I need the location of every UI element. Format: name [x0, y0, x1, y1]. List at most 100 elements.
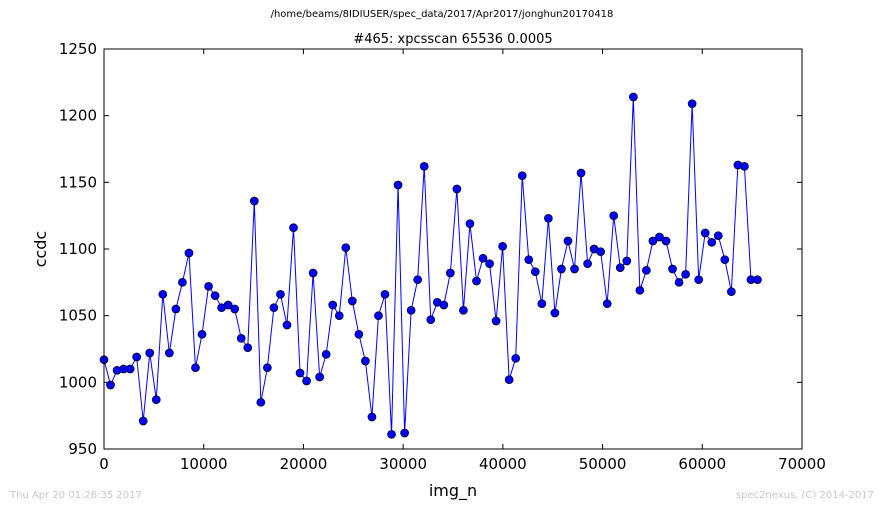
- data-point: [550, 308, 560, 318]
- data-point: [419, 161, 429, 171]
- data-point: [478, 253, 488, 263]
- data-point: [308, 268, 318, 278]
- data-point: [341, 243, 351, 253]
- y-tick-label: 1000: [59, 373, 97, 391]
- y-axis-label: ccdc: [31, 231, 50, 268]
- y-tick-label: 1250: [59, 40, 97, 58]
- data-point: [524, 255, 534, 265]
- data-point: [707, 237, 717, 247]
- data-point: [537, 299, 547, 309]
- data-point: [674, 277, 684, 287]
- data-point: [498, 241, 507, 251]
- data-point: [374, 311, 383, 321]
- data-point: [210, 291, 220, 301]
- data-point: [563, 236, 573, 246]
- y-tick-label: 950: [68, 440, 97, 458]
- x-tick-label: 40000: [479, 455, 527, 473]
- series-layer: [99, 92, 762, 439]
- data-point: [125, 364, 135, 374]
- x-axis-label: img_n: [429, 481, 477, 501]
- data-point: [328, 300, 338, 310]
- y-tick-label: 1050: [59, 307, 97, 325]
- data-point: [191, 363, 200, 373]
- data-point: [321, 349, 331, 359]
- data-point: [269, 303, 279, 313]
- data-point: [615, 263, 625, 273]
- data-point: [713, 231, 723, 241]
- x-tick-label: 10000: [180, 455, 228, 473]
- x-tick-label: 50000: [579, 455, 627, 473]
- data-point: [361, 356, 370, 366]
- data-point: [295, 368, 305, 378]
- y-tick-label: 1150: [59, 173, 97, 191]
- data-point: [557, 264, 566, 274]
- x-tick-label: 20000: [280, 455, 328, 473]
- data-point: [132, 352, 142, 362]
- data-point: [609, 211, 619, 221]
- data-point: [145, 348, 155, 358]
- data-point: [158, 289, 168, 299]
- data-point: [459, 305, 468, 315]
- data-point: [472, 276, 481, 286]
- x-tick-label: 70000: [778, 455, 826, 473]
- data-point: [576, 168, 586, 178]
- data-point: [243, 343, 253, 353]
- data-point: [138, 416, 148, 426]
- data-point: [439, 300, 449, 310]
- data-point: [276, 289, 285, 299]
- data-point: [387, 429, 396, 439]
- data-point: [347, 296, 357, 306]
- data-point: [648, 236, 658, 246]
- data-point: [544, 213, 553, 223]
- data-point: [445, 268, 455, 278]
- x-tick-label: 0: [99, 455, 109, 473]
- axis-ticks: 0 10000 20000 30000 40000 50000 60000 70000 950 1…: [59, 40, 826, 473]
- data-point: [263, 363, 272, 373]
- data-point: [171, 304, 181, 314]
- footer-timestamp: Thu Apr 20 01:26:35 2017: [10, 490, 142, 501]
- data-point: [426, 315, 436, 325]
- data-point: [178, 277, 187, 287]
- data-point: [106, 380, 115, 390]
- plot-area-frame: [103, 48, 803, 450]
- series-line: [103, 96, 758, 435]
- x-tick-label: 30000: [379, 455, 427, 473]
- data-point: [406, 305, 416, 315]
- data-point: [700, 228, 710, 238]
- data-point: [583, 259, 592, 269]
- data-point: [687, 99, 697, 109]
- data-point: [165, 348, 174, 358]
- data-point: [622, 256, 632, 266]
- data-point: [400, 428, 409, 438]
- data-point: [485, 259, 494, 269]
- data-point: [753, 275, 762, 285]
- data-point: [694, 275, 704, 285]
- footer-credit: spec2nexus, (C) 2014-2017: [735, 490, 874, 501]
- data-point: [230, 304, 240, 314]
- data-point: [302, 376, 311, 386]
- x-tick-label: 60000: [678, 455, 726, 473]
- data-point: [184, 248, 194, 258]
- data-point: [465, 219, 475, 229]
- data-point: [655, 232, 664, 242]
- data-point: [393, 180, 403, 190]
- data-point: [504, 375, 514, 385]
- data-point: [249, 196, 259, 206]
- data-point: [151, 395, 161, 405]
- data-point: [681, 269, 690, 279]
- data-point: [223, 300, 233, 310]
- data-point: [635, 285, 645, 295]
- data-point: [236, 333, 246, 343]
- data-point: [380, 289, 390, 299]
- data-point: [602, 299, 612, 309]
- data-point: [668, 264, 677, 274]
- data-point: [256, 397, 266, 407]
- data-point: [628, 92, 638, 102]
- data-point: [570, 264, 579, 274]
- data-point: [334, 311, 344, 321]
- data-point: [289, 223, 298, 233]
- data-point: [282, 320, 292, 330]
- data-point: [642, 265, 651, 275]
- data-point: [511, 353, 521, 363]
